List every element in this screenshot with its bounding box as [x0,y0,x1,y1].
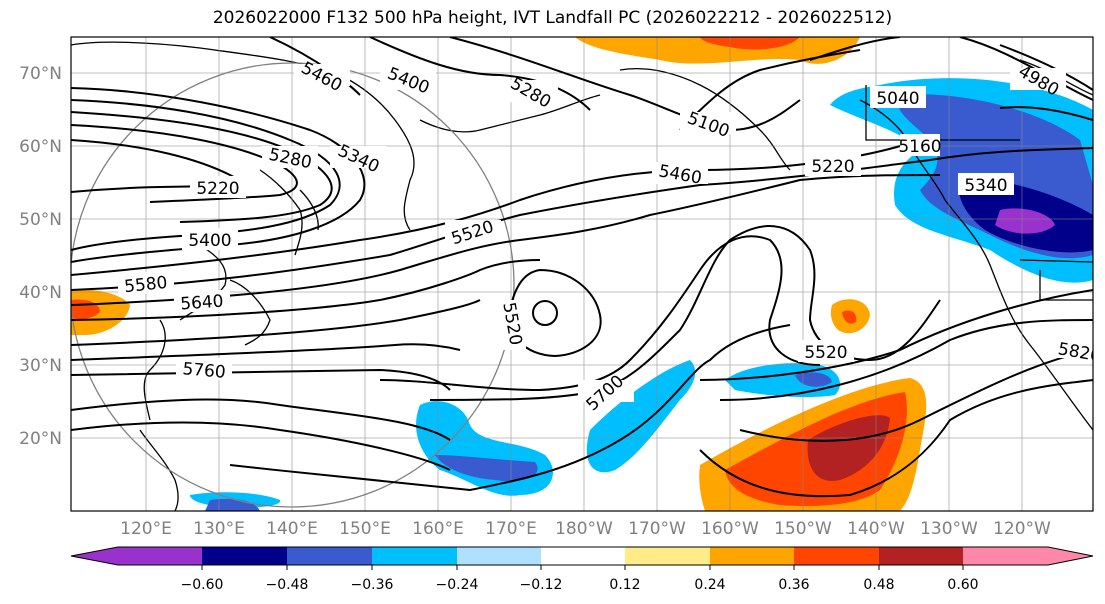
colorbar-tick-label: 0.60 [947,577,978,593]
colorbar-segment [287,547,372,565]
contour-label: 5400 [188,231,231,251]
contour-label: 5760 [182,359,227,383]
colorbar-segment [71,547,202,565]
contour-label: 5640 [180,292,225,315]
colorbar-tick-label: −0.60 [181,577,224,593]
longitude-labels: 120°E 130°E 140°E 150°E 160°E 170°E 180°… [120,519,1051,539]
colorbar-tick-label: −0.24 [436,577,479,593]
lat-label: 60°N [19,137,62,157]
lon-label: 170°E [485,519,537,539]
colorbar-tick-label: 0.12 [609,577,640,593]
contour-label: 5040 [876,89,919,109]
colorbar-segment [202,547,287,565]
colorbar-segment [879,547,963,565]
gridlines [71,37,1093,511]
lon-label: 140°W [847,519,905,539]
lat-label: 30°N [19,356,62,376]
lon-label: 160°E [412,519,464,539]
lat-label: 70°N [19,64,62,84]
colorbar-tick-label: −0.36 [351,577,394,593]
lon-label: 120°E [120,519,172,539]
lon-label: 160°W [701,519,759,539]
contour-label: 5340 [964,176,1007,196]
colorbar-tick-label: −0.12 [520,577,563,593]
colorbar-tick-label: 0.36 [778,577,809,593]
contour-label: 5220 [196,179,239,199]
ivt-positive-shading [71,37,927,511]
lon-label: 120°W [993,519,1051,539]
colorbar-segment [372,547,457,565]
lon-label: 130°E [193,519,245,539]
colorbar-segment [625,547,710,565]
map-frame [70,36,1094,512]
latitude-labels: 70°N 60°N 50°N 40°N 30°N 20°N [19,64,62,449]
colorbar-tick-label: 0.48 [863,577,894,593]
lon-label: 130°W [920,519,978,539]
colorbar-segment [457,547,541,565]
contour-labels: 5460 5400 5280 5100 5040 4980 5280 5340 … [118,58,1093,415]
map-title: 2026022000 F132 500 hPa height, IVT Land… [212,8,893,28]
lon-label: 140°E [266,519,318,539]
contour-label: 5220 [811,157,854,177]
colorbar: −0.60 −0.48 −0.36 −0.24 −0.12 0.12 0.24 … [70,546,1094,593]
analysis-region-circle [71,62,515,508]
lon-label: 150°W [774,519,832,539]
height-contours [71,37,1093,498]
lat-label: 40°N [19,283,62,303]
contour-label: 5160 [898,137,941,157]
colorbar-segment [541,547,625,565]
contour-label: 5580 [123,273,168,297]
lon-label: 180°W [555,519,613,539]
colorbar-segment [963,547,1093,565]
colorbar-segment [794,547,879,565]
lat-label: 20°N [19,429,62,449]
colorbar-tick-label: −0.48 [266,577,309,593]
colorbar-segment [710,547,794,565]
lat-label: 50°N [19,210,62,230]
colorbar-outline [70,546,1094,566]
lon-label: 150°E [339,519,391,539]
lon-label: 170°W [628,519,686,539]
colorbar-tick-label: 0.24 [694,577,725,593]
contour-label: 5520 [804,343,847,363]
